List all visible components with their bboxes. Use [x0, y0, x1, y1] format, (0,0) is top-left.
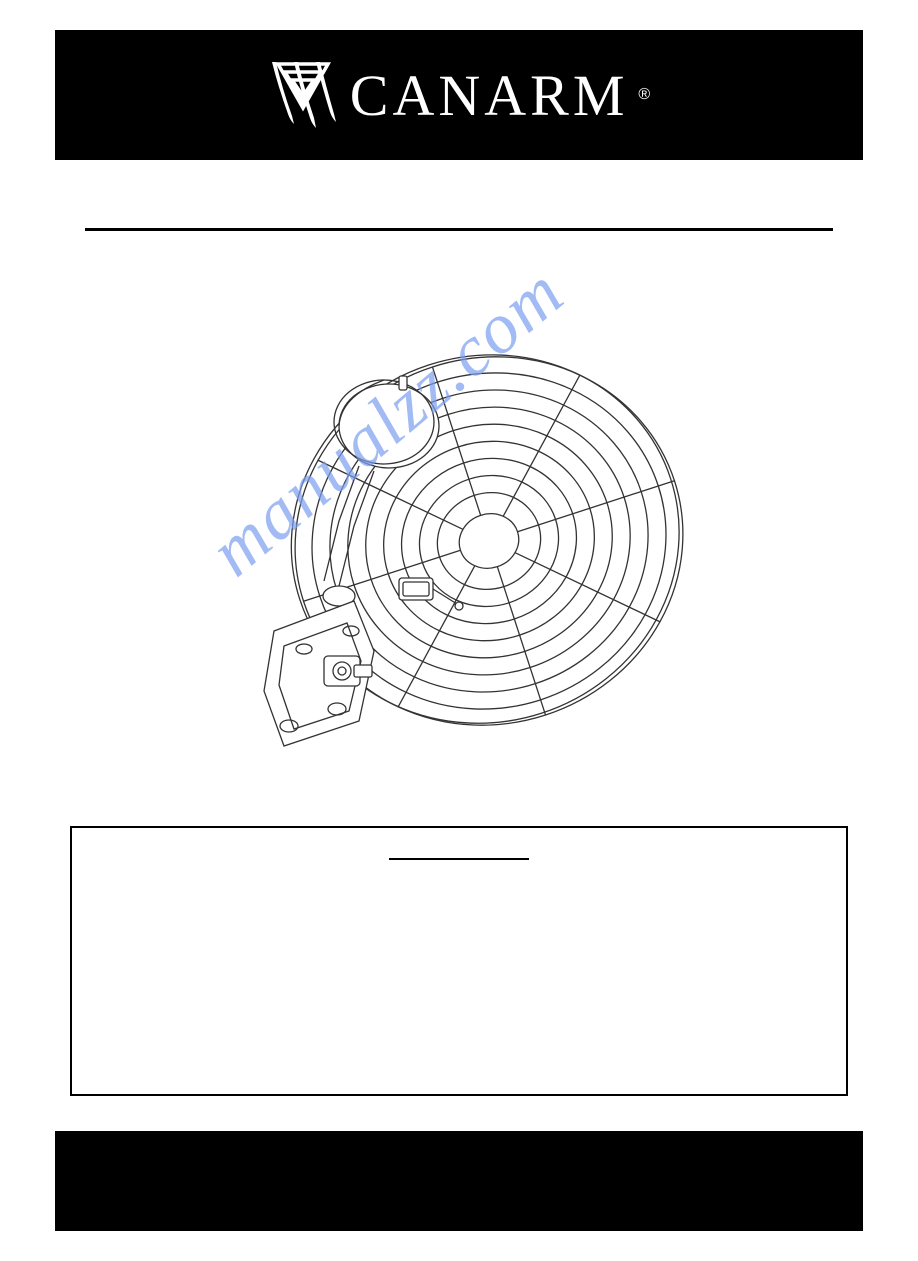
fan-drawing — [209, 321, 709, 791]
brand-logo: CANARM ® — [268, 56, 650, 134]
canarm-logo-icon — [268, 56, 338, 134]
warning-title-underline — [72, 828, 846, 865]
fan-illustration — [55, 321, 863, 801]
footer-bar — [55, 1131, 863, 1231]
page-container: CANARM ® — [0, 0, 918, 1261]
brand-name: CANARM — [350, 62, 629, 129]
header-bar: CANARM ® — [55, 30, 863, 160]
divider-line — [85, 228, 833, 231]
warning-box — [70, 826, 848, 1096]
registered-mark: ® — [638, 86, 650, 104]
